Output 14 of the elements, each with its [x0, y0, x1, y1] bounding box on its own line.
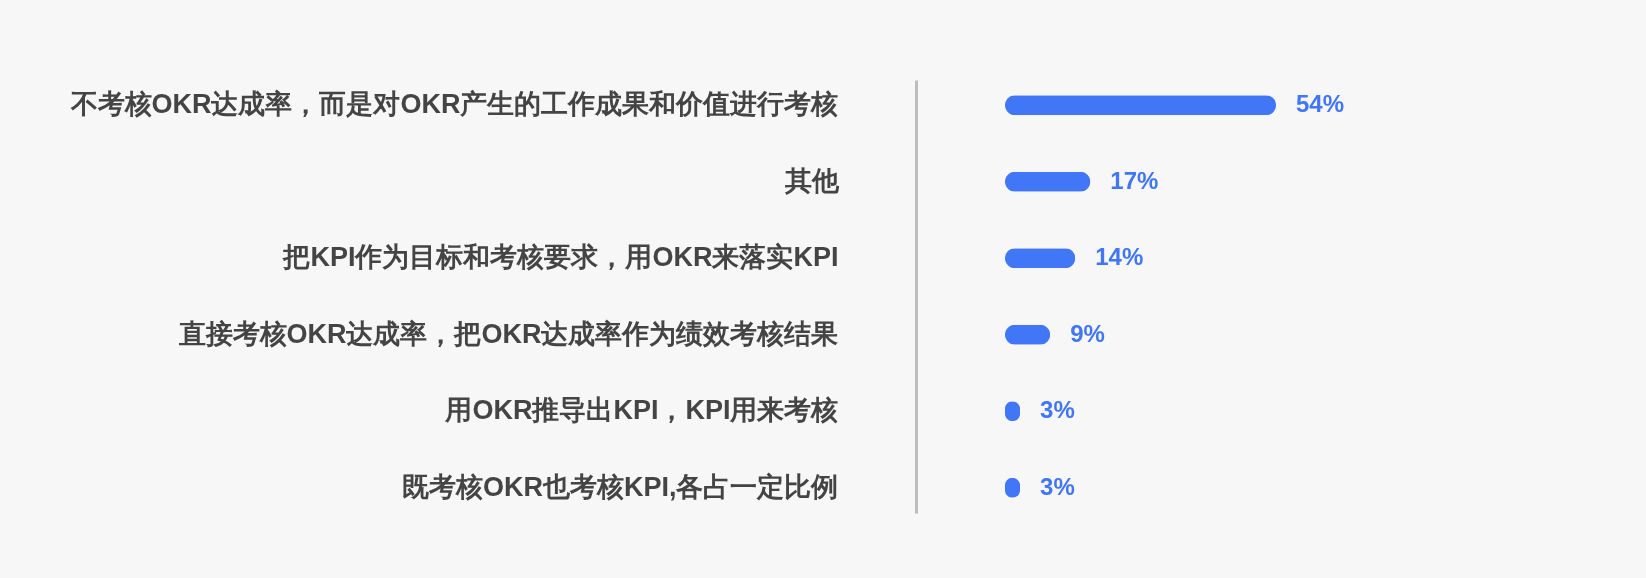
y-tick-label: 用OKR推导出KPI，KPI用来考核 — [444, 395, 839, 426]
data-label: 9% — [1070, 319, 1105, 347]
y-tick-label: 不考核OKR达成率，而是对OKR产生的工作成果和价值进行考核 — [69, 89, 839, 120]
data-label: 54% — [1296, 90, 1345, 118]
y-tick-label: 把KPI作为目标和考核要求，用OKR来落实KPI — [282, 242, 839, 273]
y-tick-label: 其他 — [783, 165, 840, 196]
data-label: 3% — [1040, 396, 1075, 424]
data-label: 3% — [1040, 472, 1075, 500]
bar — [1005, 171, 1091, 192]
data-label: 14% — [1095, 243, 1144, 271]
y-tick-label: 直接考核OKR达成率，把OKR达成率作为绩效考核结果 — [177, 318, 839, 349]
bar — [1005, 95, 1276, 116]
data-label: 17% — [1110, 166, 1159, 194]
y-tick-label: 既考核OKR也考核KPI,各占一定比例 — [401, 471, 839, 502]
